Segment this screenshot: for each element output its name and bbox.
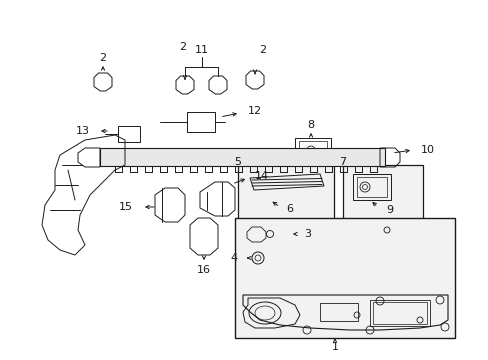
Text: 1: 1 — [331, 342, 338, 352]
Bar — [294, 138, 330, 162]
Text: 4: 4 — [230, 253, 238, 263]
Text: 9: 9 — [386, 205, 393, 215]
Text: 3: 3 — [304, 229, 311, 239]
Text: 2: 2 — [179, 42, 186, 52]
Bar — [100, 148, 384, 166]
Text: 8: 8 — [307, 120, 314, 130]
Text: 10: 10 — [420, 145, 434, 155]
Bar — [369, 300, 429, 326]
Bar — [298, 141, 326, 159]
Text: 7: 7 — [338, 157, 346, 167]
Bar — [238, 165, 333, 222]
Bar — [372, 302, 426, 324]
Text: 14: 14 — [254, 171, 268, 181]
Bar — [118, 126, 140, 142]
Bar — [342, 165, 422, 222]
Text: 5: 5 — [234, 157, 241, 167]
Text: 13: 13 — [76, 126, 90, 136]
Text: 15: 15 — [119, 202, 133, 212]
Text: 2: 2 — [99, 53, 106, 63]
Bar — [186, 112, 215, 132]
Bar — [352, 174, 390, 200]
Bar — [319, 303, 357, 321]
Text: 2: 2 — [259, 45, 266, 55]
Bar — [356, 177, 386, 197]
Text: 16: 16 — [197, 265, 210, 275]
Text: 12: 12 — [247, 106, 262, 116]
Bar — [235, 218, 454, 338]
Text: 11: 11 — [194, 45, 208, 55]
Text: 6: 6 — [286, 204, 293, 214]
